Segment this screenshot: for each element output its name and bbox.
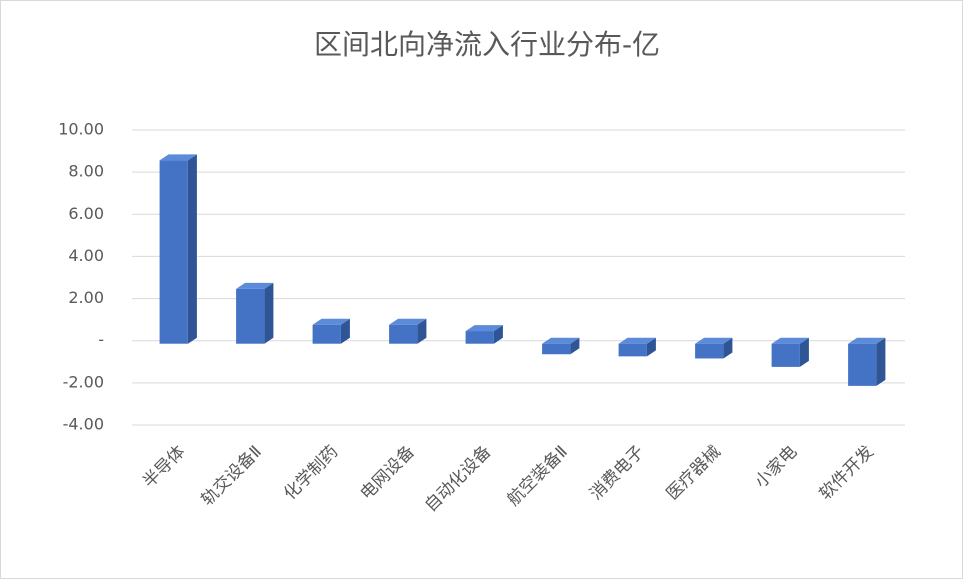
y-tick-label: -4.00 bbox=[63, 415, 104, 434]
bar-side bbox=[799, 337, 809, 367]
bar bbox=[695, 343, 724, 359]
bar-top bbox=[236, 282, 274, 289]
bar-top bbox=[465, 325, 503, 332]
bar bbox=[542, 343, 571, 355]
bar bbox=[618, 343, 647, 357]
bar-top bbox=[695, 337, 733, 344]
bar-side bbox=[646, 337, 656, 357]
bar-side bbox=[570, 337, 580, 355]
bar bbox=[389, 324, 418, 344]
y-tick-label: 10.00 bbox=[58, 120, 104, 139]
bar-top bbox=[771, 337, 809, 344]
bar-top bbox=[389, 318, 427, 325]
bar-side bbox=[340, 318, 350, 344]
y-tick-label: 2.00 bbox=[68, 288, 104, 307]
y-tick-label: 8.00 bbox=[68, 162, 104, 181]
y-tick-label: - bbox=[98, 330, 104, 349]
bar bbox=[771, 343, 800, 367]
bar-top bbox=[618, 337, 656, 344]
bar-side bbox=[493, 325, 503, 344]
bar bbox=[465, 331, 494, 344]
bar bbox=[159, 160, 188, 344]
bar bbox=[312, 324, 341, 344]
y-tick-label: -2.00 bbox=[63, 372, 104, 391]
bar-side bbox=[417, 318, 427, 344]
bar bbox=[236, 288, 265, 344]
bar-side bbox=[876, 337, 886, 386]
bar-top bbox=[312, 318, 350, 325]
y-tick-label: 4.00 bbox=[68, 246, 104, 265]
bar-top bbox=[848, 337, 886, 344]
bar-side bbox=[723, 337, 733, 359]
bar-top bbox=[159, 154, 197, 161]
chart-title: 区间北向净流入行业分布-亿 bbox=[314, 28, 660, 61]
y-tick-label: 6.00 bbox=[68, 204, 104, 223]
bar-top bbox=[542, 337, 580, 344]
bar-side bbox=[264, 282, 274, 344]
bar bbox=[848, 343, 877, 386]
bar-side bbox=[187, 154, 197, 344]
